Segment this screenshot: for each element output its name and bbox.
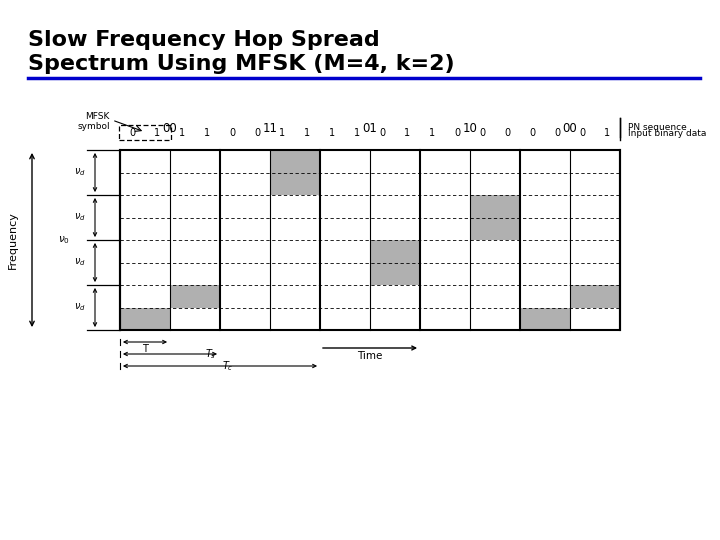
Text: PN sequence: PN sequence — [628, 124, 687, 132]
Text: 10: 10 — [462, 122, 477, 134]
Text: 1: 1 — [604, 128, 611, 138]
Text: $\nu_d$: $\nu_d$ — [74, 167, 86, 178]
Text: 1: 1 — [330, 128, 336, 138]
Text: T: T — [142, 344, 148, 354]
Bar — [270, 172, 320, 195]
Text: 0: 0 — [580, 128, 585, 138]
Text: MFSK
symbol: MFSK symbol — [77, 112, 110, 131]
Bar — [470, 195, 520, 218]
Bar — [120, 307, 170, 330]
Bar — [370, 240, 420, 262]
Text: 1: 1 — [154, 128, 161, 138]
Text: 0: 0 — [480, 128, 485, 138]
Text: Frequency: Frequency — [8, 211, 18, 269]
Text: 11: 11 — [263, 122, 277, 134]
Text: 00: 00 — [163, 122, 177, 134]
Text: $\nu_d$: $\nu_d$ — [74, 256, 86, 268]
Text: 0: 0 — [254, 128, 261, 138]
Text: $\nu_d$: $\nu_d$ — [74, 302, 86, 313]
Text: 1: 1 — [179, 128, 186, 138]
Text: 0: 0 — [130, 128, 135, 138]
Text: 0: 0 — [454, 128, 461, 138]
Bar — [119, 125, 171, 140]
Bar — [270, 150, 320, 172]
Text: Time: Time — [357, 351, 383, 361]
Text: Input binary data: Input binary data — [628, 129, 706, 138]
Text: 01: 01 — [363, 122, 377, 134]
Text: 1: 1 — [305, 128, 310, 138]
Bar — [170, 285, 220, 307]
Text: Slow Frequency Hop Spread
Spectrum Using MFSK (M=4, k=2): Slow Frequency Hop Spread Spectrum Using… — [28, 30, 454, 74]
Text: 0: 0 — [230, 128, 235, 138]
Text: 1: 1 — [204, 128, 210, 138]
Text: $\nu_0$: $\nu_0$ — [58, 234, 70, 246]
Text: 0: 0 — [529, 128, 536, 138]
Bar — [120, 150, 620, 330]
Text: 1: 1 — [354, 128, 361, 138]
Text: 0: 0 — [379, 128, 386, 138]
Text: 0: 0 — [554, 128, 561, 138]
Text: 1: 1 — [279, 128, 286, 138]
Bar — [370, 262, 420, 285]
Text: 1: 1 — [405, 128, 410, 138]
Bar — [470, 218, 520, 240]
Text: $T_s$: $T_s$ — [204, 347, 216, 361]
Text: $\nu_d$: $\nu_d$ — [74, 212, 86, 224]
Text: 1: 1 — [429, 128, 436, 138]
Text: 0: 0 — [505, 128, 510, 138]
Text: $T_c$: $T_c$ — [222, 359, 234, 373]
Text: 00: 00 — [562, 122, 577, 134]
Bar — [570, 285, 620, 307]
Bar — [520, 307, 570, 330]
